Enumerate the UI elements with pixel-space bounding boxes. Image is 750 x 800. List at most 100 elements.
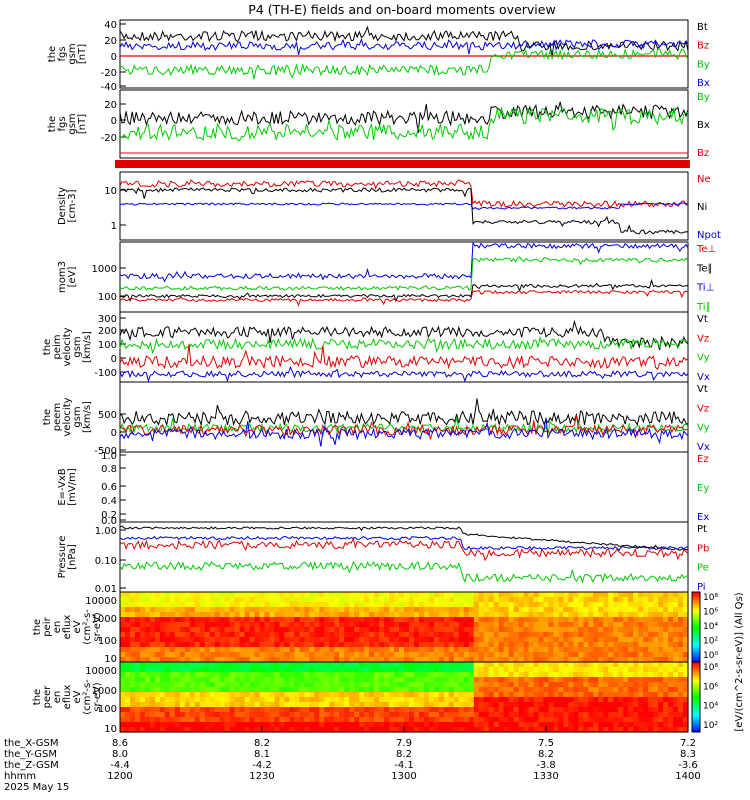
spectrogram-cell <box>159 707 166 713</box>
spectrogram-cell <box>533 697 540 703</box>
spectrogram-cell <box>573 597 579 603</box>
spectrogram-cell <box>438 657 445 663</box>
spectrogram-cell <box>125 707 131 713</box>
spectrogram-cell <box>309 617 315 623</box>
spectrogram-cell <box>174 717 181 723</box>
spectrogram-cell <box>409 677 415 683</box>
spectrogram-cell <box>493 622 500 628</box>
spectrogram-cell <box>299 642 305 648</box>
spectrogram-cell <box>284 717 290 723</box>
spectrogram-cell <box>553 597 560 603</box>
spectrogram-cell <box>354 667 360 673</box>
spectrogram-cell <box>414 592 420 598</box>
spectrogram-cell <box>448 632 455 638</box>
spectrogram-cell <box>389 667 395 673</box>
spectrogram-cell <box>394 712 400 718</box>
spectrogram-cell <box>364 632 370 638</box>
panel-ylabel: [nPa] <box>67 544 78 570</box>
spectrogram-cell <box>598 682 604 688</box>
spectrogram-cell <box>528 697 535 703</box>
spectrogram-cell <box>423 592 430 598</box>
spectrogram-cell <box>339 642 345 648</box>
spectrogram-cell <box>294 717 300 723</box>
spectrogram-cell <box>438 632 445 638</box>
spectrogram-cell <box>149 727 156 733</box>
spectrogram-cell <box>254 722 261 728</box>
spectrogram-cell <box>239 717 246 723</box>
spectrogram-cell <box>264 637 271 643</box>
spectrogram-cell <box>448 712 455 718</box>
spectrogram-cell <box>294 712 300 718</box>
spectrogram-cell <box>473 607 480 613</box>
spectrogram-cell <box>683 597 689 603</box>
spectrogram-cell <box>404 727 410 733</box>
spectrogram-cell <box>244 627 251 633</box>
spectrogram-cell <box>339 592 345 598</box>
y-tick-label: 40 <box>104 20 117 31</box>
spectrogram-cell <box>603 627 609 633</box>
spectrogram-cell <box>543 637 550 643</box>
spectrogram-cell <box>229 637 236 643</box>
spectrogram-cell <box>269 622 276 628</box>
spectrogram-cell <box>618 727 624 733</box>
spectrogram-cell <box>219 652 226 658</box>
spectrogram-cell <box>603 672 609 678</box>
y-tick-label: 10 <box>104 724 117 735</box>
spectrogram-cell <box>154 672 161 678</box>
spectrogram-cell <box>144 667 151 673</box>
spectrogram-cell <box>319 682 325 688</box>
spectrogram-cell <box>433 627 440 633</box>
spectrogram-cell <box>523 672 530 678</box>
spectrogram-cell <box>493 722 500 728</box>
spectrogram-cell <box>428 702 435 708</box>
spectrogram-cell <box>294 682 300 688</box>
spectrogram-cell <box>369 657 375 663</box>
spectrogram-cell <box>294 722 300 728</box>
spectrogram-cell <box>528 672 535 678</box>
spectrogram-cell <box>653 642 659 648</box>
spectrogram-cell <box>379 597 385 603</box>
spectrogram-cell <box>414 602 420 608</box>
spectrogram-cell <box>623 637 629 643</box>
spectrogram-cell <box>658 607 664 613</box>
spectrogram-cell <box>513 632 520 638</box>
spectrogram-cell <box>264 602 271 608</box>
spectrogram-cell <box>478 722 485 728</box>
spectrogram-cell <box>159 637 166 643</box>
spectrogram-cell <box>598 697 604 703</box>
spectrogram-cell <box>204 672 211 678</box>
spectrogram-cell <box>523 687 530 693</box>
spectrogram-cell <box>374 657 380 663</box>
spectrogram-cell <box>219 607 226 613</box>
spectrogram-cell <box>448 707 455 713</box>
spectrogram-cell <box>254 652 261 658</box>
xaxis-row-label: 2025 May 15 <box>4 782 69 793</box>
colorbar-segment <box>692 632 700 635</box>
spectrogram-cell <box>493 692 500 698</box>
spectrogram-cell <box>394 652 400 658</box>
spectrogram-cell <box>623 602 629 608</box>
spectrogram-cell <box>653 677 659 683</box>
spectrogram-cell <box>174 662 181 668</box>
spectrogram-cell <box>234 602 241 608</box>
spectrogram-cell <box>309 627 315 633</box>
spectrogram-cell <box>384 637 390 643</box>
spectrogram-cell <box>573 702 579 708</box>
spectrogram-cell <box>249 627 256 633</box>
spectrogram-cell <box>618 692 624 698</box>
spectrogram-cell <box>359 632 365 638</box>
spectrogram-cell <box>443 672 450 678</box>
spectrogram-cell <box>314 602 320 608</box>
spectrogram-cell <box>638 662 644 668</box>
spectrogram-cell <box>204 597 211 603</box>
spectrogram-cell <box>334 687 340 693</box>
spectrogram-cell <box>189 712 196 718</box>
spectrogram-cell <box>219 627 226 633</box>
spectrogram-cell <box>294 727 300 733</box>
spectrogram-cell <box>389 597 395 603</box>
spectrogram-cell <box>204 722 211 728</box>
spectrogram-cell <box>493 682 500 688</box>
spectrogram-cell <box>259 657 266 663</box>
spectrogram-cell <box>269 727 276 733</box>
